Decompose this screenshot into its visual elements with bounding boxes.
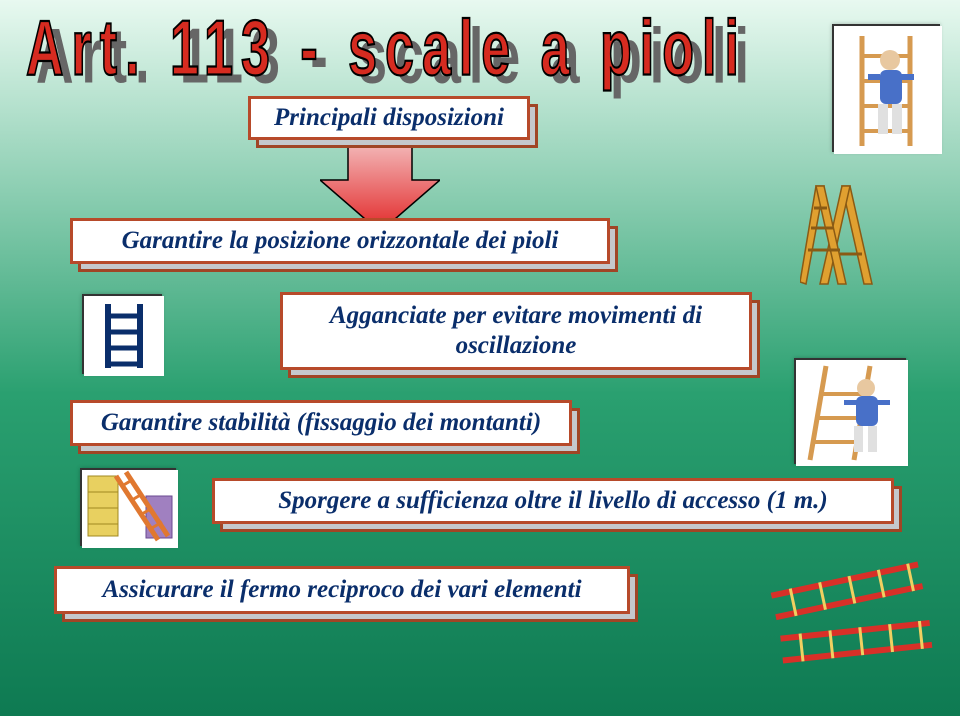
text-assicurare: Assicurare il fermo reciproco dei vari e… bbox=[102, 575, 581, 605]
box-sporgere: Sporgere a sufficienza oltre il livello … bbox=[212, 478, 894, 524]
clipart-ladder-pieces bbox=[768, 558, 940, 680]
clipart-wood-ladder bbox=[800, 180, 892, 288]
clipart-climber-top bbox=[832, 24, 940, 152]
box-agganciate: Agganciate per evitare movimenti di osci… bbox=[280, 292, 752, 370]
clipart-wall-ladder bbox=[80, 468, 176, 546]
box-assicurare: Assicurare il fermo reciproco dei vari e… bbox=[54, 566, 630, 614]
box-posizione: Garantire la posizione orizzontale dei p… bbox=[70, 218, 610, 264]
clipart-step-ladder-icon bbox=[82, 294, 162, 374]
clipart-climber-mid bbox=[794, 358, 906, 464]
text-agganciate: Agganciate per evitare movimenti di osci… bbox=[330, 301, 702, 361]
text-posizione: Garantire la posizione orizzontale dei p… bbox=[122, 226, 559, 256]
box-principali: Principali disposizioni bbox=[248, 96, 530, 140]
box-stabilita: Garantire stabilità (fissaggio dei monta… bbox=[70, 400, 572, 446]
text-sporgere: Sporgere a sufficienza oltre il livello … bbox=[278, 486, 827, 516]
slide-title: Art. 113 - scale a pioli bbox=[26, 4, 747, 94]
text-principali: Principali disposizioni bbox=[274, 103, 504, 133]
text-stabilita: Garantire stabilità (fissaggio dei monta… bbox=[101, 408, 541, 438]
